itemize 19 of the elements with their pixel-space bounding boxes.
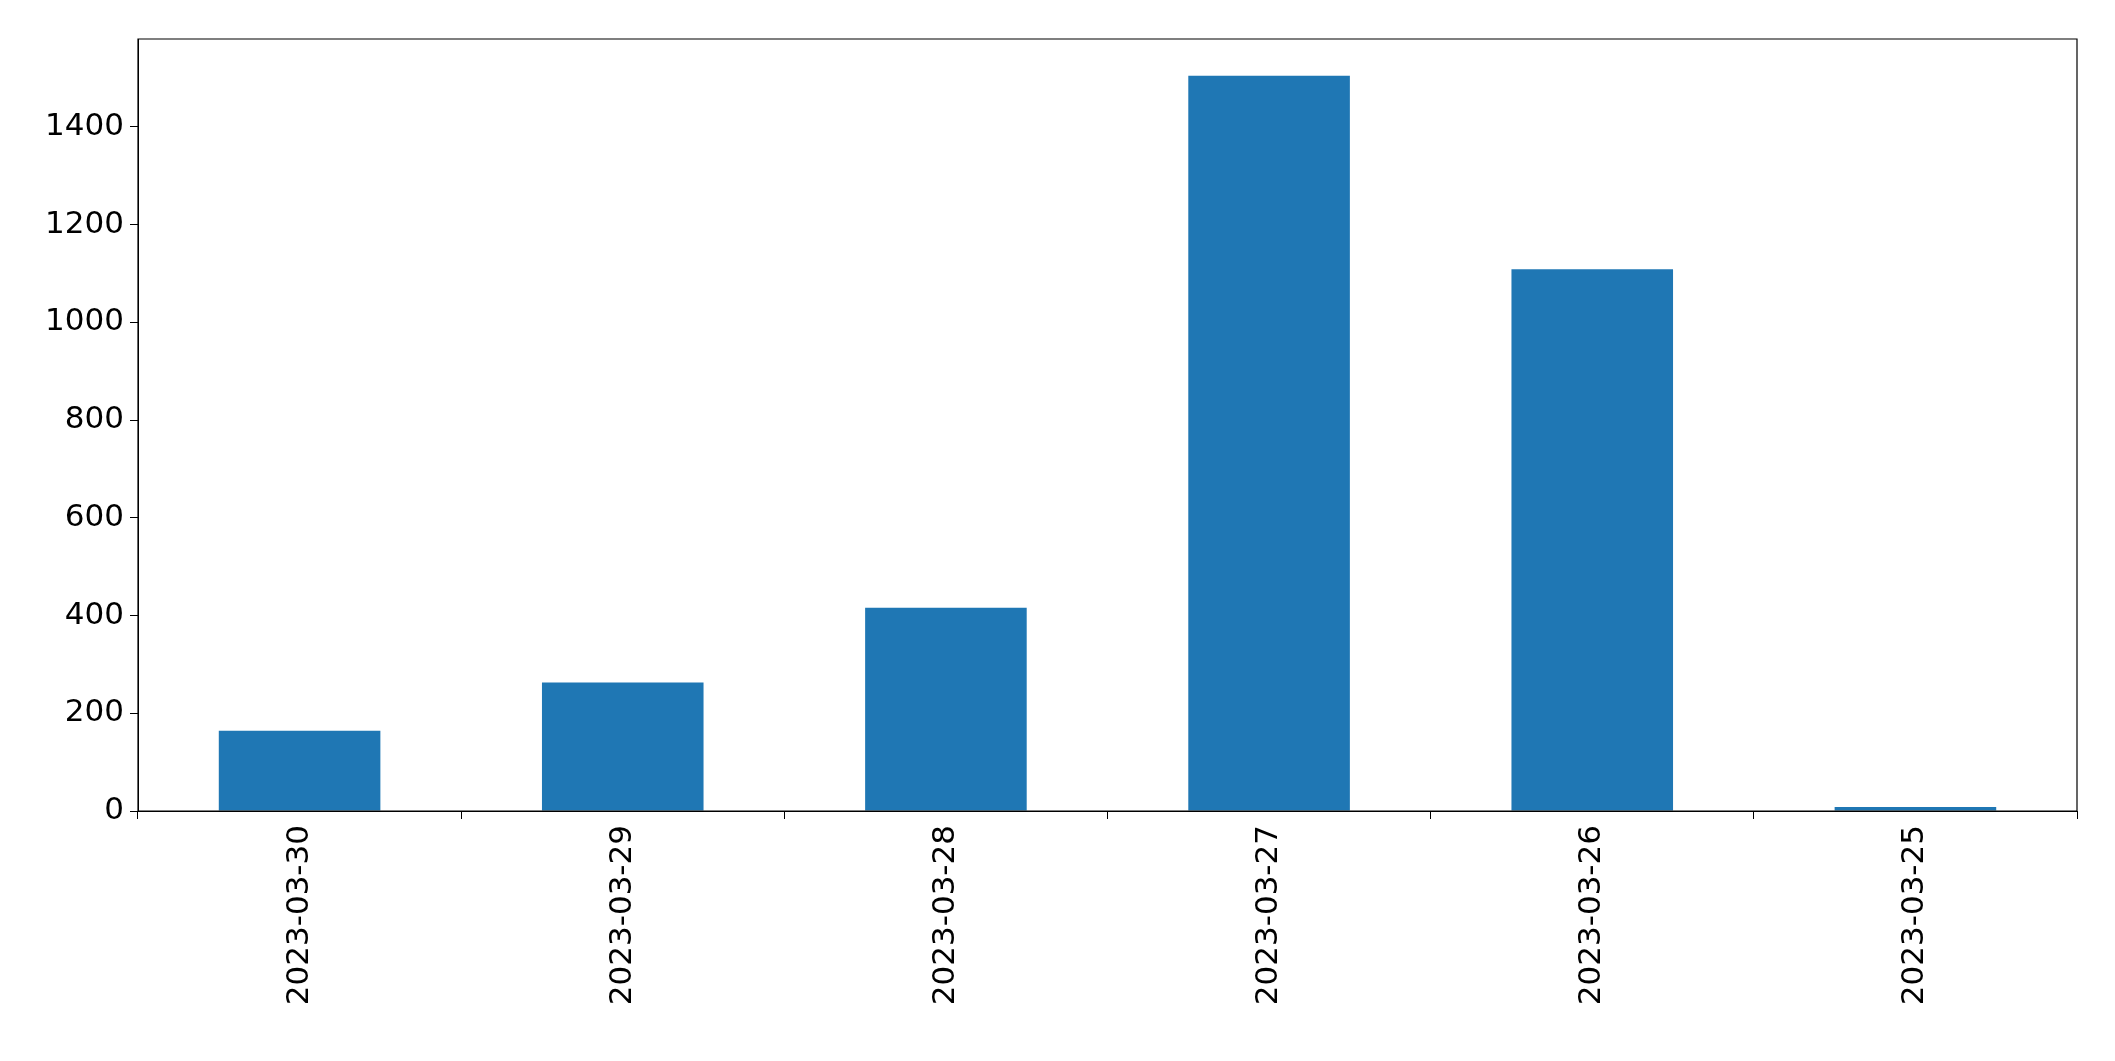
y-tick-label: 800 [64, 399, 124, 436]
y-tick-label: 0 [104, 790, 124, 827]
x-tick-label: 2023-03-26 [1571, 825, 1608, 1006]
bar [865, 607, 1027, 811]
y-tick-label: 400 [64, 594, 124, 631]
bar [1511, 269, 1674, 811]
y-tick-label: 1200 [45, 203, 124, 240]
x-tick-label: 2023-03-27 [1248, 825, 1285, 1006]
y-tick-label: 1000 [45, 301, 124, 338]
x-tick-label: 2023-03-30 [278, 825, 315, 1006]
bar [1188, 75, 1350, 811]
x-tick-label: 2023-03-25 [1894, 825, 1931, 1006]
x-tick-label: 2023-03-28 [924, 825, 961, 1006]
y-tick-label: 200 [64, 692, 124, 729]
x-tick-label: 2023-03-29 [601, 825, 638, 1006]
bar [541, 682, 704, 811]
y-tick-label: 1400 [45, 106, 124, 142]
bar [218, 730, 381, 811]
y-tick-label: 600 [64, 496, 124, 533]
